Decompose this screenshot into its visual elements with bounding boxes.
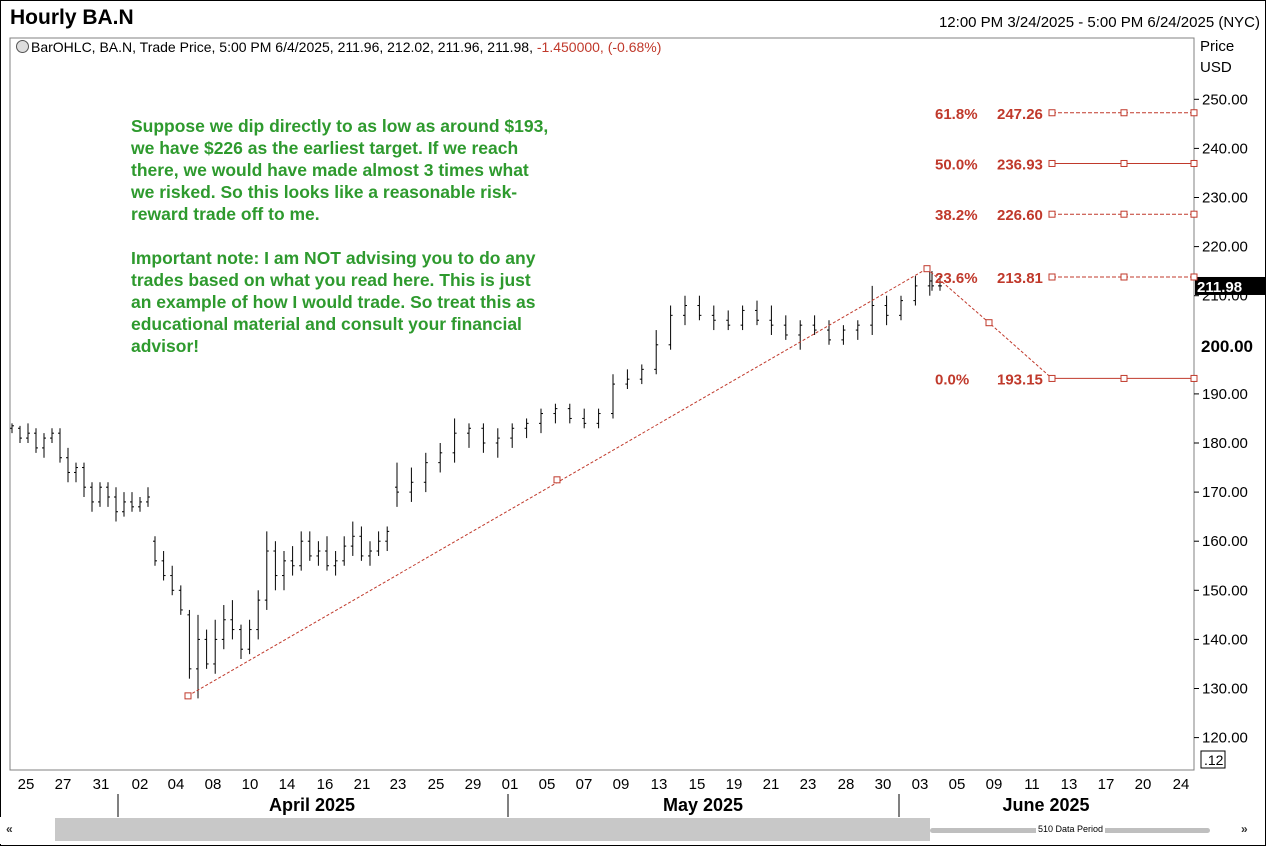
y-tick-label: 180.00 (1202, 435, 1248, 452)
x-tick-label: 09 (613, 776, 630, 793)
fib-handle[interactable] (1048, 210, 1056, 218)
x-tick-label: 24 (1173, 776, 1190, 793)
fib-percent-label: 38.2% (935, 207, 978, 224)
annotation-paragraph-2: Important note: I am NOT advising you to… (131, 248, 536, 356)
x-tick-label: 08 (205, 776, 222, 793)
y-tick-label: 160.00 (1202, 533, 1248, 550)
fib-handle[interactable] (1120, 159, 1128, 167)
fib-handle[interactable] (1120, 374, 1128, 382)
price-axis-label: Price (1200, 38, 1235, 55)
y-tick-label: 190.00 (1202, 386, 1248, 403)
annotation-paragraph-1: Suppose we dip directly to as low as aro… (131, 116, 549, 224)
x-tick-label: 11 (1024, 776, 1040, 793)
fib-price-label: 226.60 (997, 207, 1043, 224)
ohlc-change: -1.450000, (-0.68%) (536, 39, 662, 55)
x-tick-label: 15 (689, 776, 706, 793)
fib-handle[interactable] (1190, 109, 1198, 117)
data-period-label: 510 Data Period (1036, 824, 1106, 834)
y-tick-label: 120.00 (1202, 730, 1248, 747)
currency-axis-label: USD (1200, 59, 1232, 76)
y-tick-label-200: 200.00 (1201, 337, 1253, 356)
trendline-handle[interactable] (553, 476, 561, 484)
x-tick-label: 17 (1098, 776, 1115, 793)
trendline-handle[interactable] (985, 319, 993, 327)
x-tick-label: 30 (875, 776, 892, 793)
chart-title: Hourly BA.N (10, 6, 134, 29)
x-tick-label: 27 (55, 776, 72, 793)
x-tick-label: 01 (502, 776, 519, 793)
x-tick-label: 14 (279, 776, 296, 793)
x-tick-label: 04 (168, 776, 185, 793)
x-tick-label: 25 (18, 776, 35, 793)
trendline-handle[interactable] (184, 692, 192, 700)
fib-percent-label: 61.8% (935, 106, 978, 123)
scroll-right-icon[interactable]: » (1241, 822, 1248, 836)
last-price-label: 211.98 (1197, 279, 1242, 296)
x-tick-label: 13 (651, 776, 668, 793)
plot-area (9, 37, 1195, 771)
y-tick-label: 240.00 (1202, 140, 1248, 157)
month-label-june: June 2025 (1002, 795, 1089, 815)
x-tick-label: 10 (242, 776, 259, 793)
fib-percent-label: 50.0% (935, 156, 978, 173)
y-tick-label: 150.00 (1202, 582, 1248, 599)
y-tick-label: 250.00 (1202, 91, 1248, 108)
fib-handle[interactable] (1048, 159, 1056, 167)
fib-price-label: 247.26 (997, 106, 1043, 123)
x-tick-label: 29 (465, 776, 482, 793)
y-tick-label: 140.00 (1202, 631, 1248, 648)
fib-price-label: 236.93 (997, 156, 1043, 173)
scroll-left-icon[interactable]: « (6, 822, 13, 836)
x-tick-label: 05 (539, 776, 556, 793)
x-tick-label: 20 (1135, 776, 1152, 793)
fib-handle[interactable] (1048, 273, 1056, 281)
trendline-handle[interactable] (923, 265, 931, 273)
last-price-badge (1195, 276, 1266, 295)
month-label-april: April 2025 (269, 795, 355, 815)
fib-price-label: 193.15 (997, 371, 1043, 388)
x-tick-label: 02 (132, 776, 149, 793)
y-tick-label: 230.00 (1202, 190, 1248, 207)
ohlc-values: BarOHLC, BA.N, Trade Price, 5:00 PM 6/4/… (31, 39, 533, 55)
time-scrollbar[interactable]: « 510 Data Period » (0, 817, 1264, 844)
month-label-may: May 2025 (663, 795, 743, 815)
x-tick-label: 25 (428, 776, 445, 793)
fib-handle[interactable] (1048, 109, 1056, 117)
x-tick-label: 13 (1061, 776, 1078, 793)
x-tick-label: 05 (949, 776, 966, 793)
x-tick-label: 03 (912, 776, 929, 793)
series-settings-icon[interactable] (16, 40, 29, 53)
x-tick-label: 09 (986, 776, 1003, 793)
fib-percent-label: 23.6% (935, 270, 978, 287)
fib-handle[interactable] (1120, 273, 1128, 281)
x-tick-label: 21 (763, 776, 780, 793)
x-tick-label: 28 (838, 776, 855, 793)
fib-handle[interactable] (1120, 210, 1128, 218)
bar-period-value: .12 (1204, 752, 1224, 768)
fib-handle[interactable] (1048, 374, 1056, 382)
fib-handle[interactable] (1190, 210, 1198, 218)
date-range: 12:00 PM 3/24/2025 - 5:00 PM 6/24/2025 (… (938, 14, 1260, 31)
x-tick-label: 23 (800, 776, 817, 793)
x-tick-label: 07 (576, 776, 593, 793)
x-tick-label: 19 (726, 776, 743, 793)
x-tick-label: 16 (317, 776, 334, 793)
ohlc-readout: BarOHLC, BA.N, Trade Price, 5:00 PM 6/4/… (16, 39, 661, 55)
fib-percent-label: 0.0% (935, 371, 969, 388)
x-tick-label: 31 (93, 776, 110, 793)
y-tick-label: 170.00 (1202, 484, 1248, 501)
x-tick-label: 21 (354, 776, 371, 793)
scrollbar-thumb[interactable] (55, 818, 930, 841)
y-tick-label: 130.00 (1202, 681, 1248, 698)
fib-handle[interactable] (1120, 109, 1128, 117)
bar-period-box[interactable] (1200, 750, 1226, 769)
fib-handle[interactable] (1190, 273, 1198, 281)
fib-handle[interactable] (1190, 159, 1198, 167)
y-tick-label: 220.00 (1202, 239, 1248, 256)
fib-handle[interactable] (1190, 374, 1198, 382)
fib-price-label: 213.81 (997, 270, 1043, 287)
x-tick-label: 23 (390, 776, 407, 793)
